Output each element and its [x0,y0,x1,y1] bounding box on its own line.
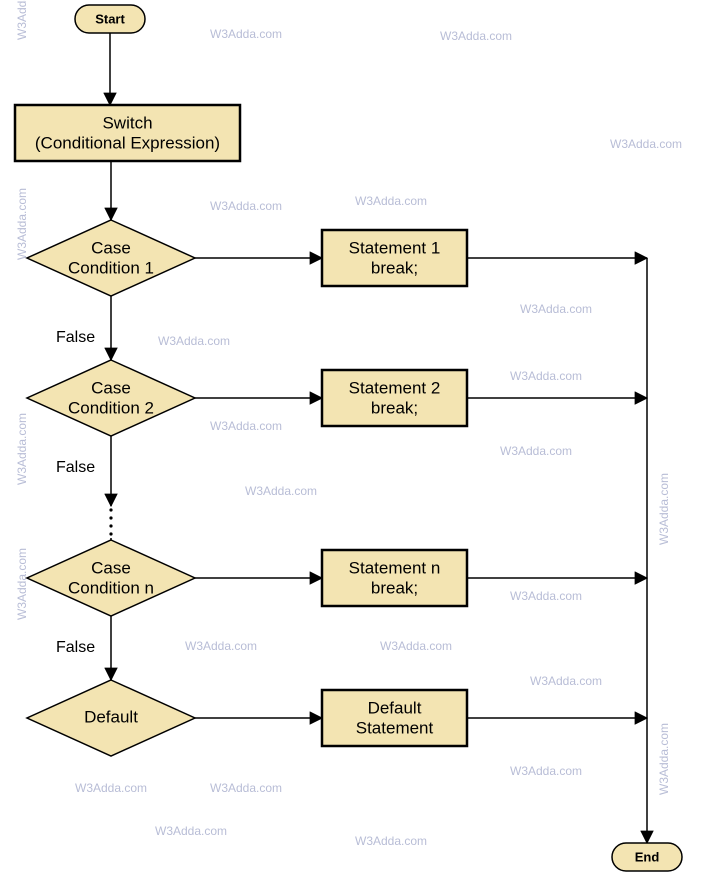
node-switch: Switch(Conditional Expression) [15,105,240,161]
watermark-text: W3Adda.com [657,473,671,545]
flowchart-canvas: W3Adda.com W3Adda.com W3Adda.com W3Adda.com… [0,0,702,880]
edge-label-falsen: False [56,639,95,656]
node-cond1-label1: Case [91,238,131,257]
node-cond2-label2: Condition 2 [68,398,154,417]
node-stmtd-label1: Default [368,698,422,717]
node-stmt1-label1: Statement 1 [349,238,441,257]
watermark-text: W3Adda.com [500,444,572,458]
node-stmt2-label2: break; [371,398,418,417]
node-stmtd-label2: Statement [356,718,434,737]
watermark-text: W3Adda.com [15,548,29,620]
node-stmtd: DefaultStatement [322,690,467,746]
node-switch-label1: Switch [102,113,152,132]
node-stmt2: Statement 2break; [322,370,467,426]
watermark-text: W3Adda.com [210,781,282,795]
watermark-text: W3Adda.com [440,29,512,43]
ellipsis-dot [109,516,112,519]
watermark-text: W3Adda.com [510,764,582,778]
node-cond1: CaseCondition 1 [27,220,195,296]
ellipsis-dot [109,532,112,535]
node-stmtn-label1: Statement n [349,558,441,577]
node-switch-label2: (Conditional Expression) [35,133,220,152]
node-start: Start [75,5,145,33]
watermark-text: W3Adda.com [510,369,582,383]
watermark-text: W3Adda.com [15,188,29,260]
watermark-text: W3Adda.com [15,413,29,485]
node-stmtn: Statement nbreak; [322,550,467,606]
node-end: End [612,843,682,871]
watermark-text: W3Adda.com [657,723,671,795]
watermark-text: W3Adda.com [210,419,282,433]
node-stmtn-label2: break; [371,578,418,597]
watermark-text: W3Adda.com [75,781,147,795]
watermark-text: W3Adda.com [355,194,427,208]
node-end-label: End [635,849,660,864]
watermark-text: W3Adda.com [380,639,452,653]
edge-label-false2: False [56,459,95,476]
watermark-text: W3Adda.com [510,589,582,603]
watermark-text: W3Adda.com [210,199,282,213]
node-condn-label1: Case [91,558,131,577]
node-stmt1-label2: break; [371,258,418,277]
watermark-text: W3Adda.com [530,674,602,688]
ellipsis-dot [109,508,112,511]
node-cond2: CaseCondition 2 [27,360,195,436]
watermark-text: W3Adda.com [245,484,317,498]
edge-label-false1: False [56,329,95,346]
node-stmt1: Statement 1break; [322,230,467,286]
watermark-text: W3Adda.com [158,334,230,348]
watermark-text: W3Adda.com [610,137,682,151]
watermark-text: W3Adda.com [185,639,257,653]
watermark-text: W3Adda.com [155,824,227,838]
watermark-text: W3Adda.com [355,834,427,848]
nodes-layer: StartSwitch(Conditional Expression)CaseC… [15,5,682,871]
node-cond2-label1: Case [91,378,131,397]
dotted-layer [109,508,112,535]
node-default-label1: Default [84,707,138,726]
watermark-text: W3Adda.com [520,302,592,316]
node-cond1-label2: Condition 1 [68,258,154,277]
node-default: Default [27,680,195,756]
watermark-text: W3Adda.com [210,27,282,41]
node-start-label: Start [95,11,125,26]
node-stmt2-label1: Statement 2 [349,378,441,397]
ellipsis-dot [109,524,112,527]
watermark-text: W3Adda.com [15,0,29,40]
node-condn-label2: Condition n [68,578,154,597]
node-condn: CaseCondition n [27,540,195,616]
